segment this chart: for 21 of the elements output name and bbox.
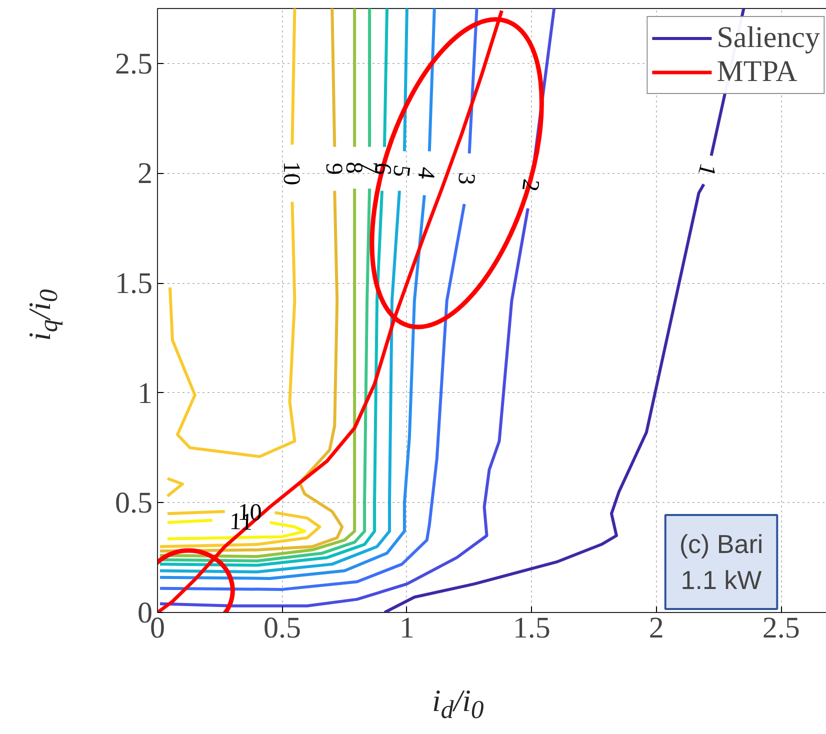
x-tick-label: 2.5 bbox=[762, 612, 800, 644]
y-tick-label: 2 bbox=[138, 157, 152, 190]
annotation: 1.1 kW bbox=[680, 564, 762, 595]
y-tick-label: 1 bbox=[138, 376, 152, 410]
x-tick-label: 0.5 bbox=[263, 612, 301, 644]
x-axis-title: i$_{d}$/i$_{0}$ bbox=[431, 682, 485, 726]
y-tick-label: 2.5 bbox=[115, 47, 152, 80]
y-tick-label: 1.5 bbox=[115, 267, 152, 300]
annotation: 2 bbox=[516, 177, 544, 193]
annotation: (c) Bari bbox=[679, 528, 764, 559]
x-tick-label: 2 bbox=[648, 612, 664, 644]
annotation: 3 bbox=[452, 171, 480, 186]
x-tick-label: 1 bbox=[399, 612, 414, 644]
y-tick-label: 0.5 bbox=[115, 486, 152, 520]
annotation: 9 bbox=[320, 162, 347, 175]
annotation: 1 bbox=[692, 160, 721, 179]
legend-label: Saliency bbox=[716, 21, 820, 55]
annotation: 4 bbox=[412, 166, 440, 181]
legend-label: MTPA bbox=[716, 55, 798, 89]
annotation: 10 bbox=[278, 161, 304, 186]
x-tick-label: 1.5 bbox=[512, 612, 550, 644]
